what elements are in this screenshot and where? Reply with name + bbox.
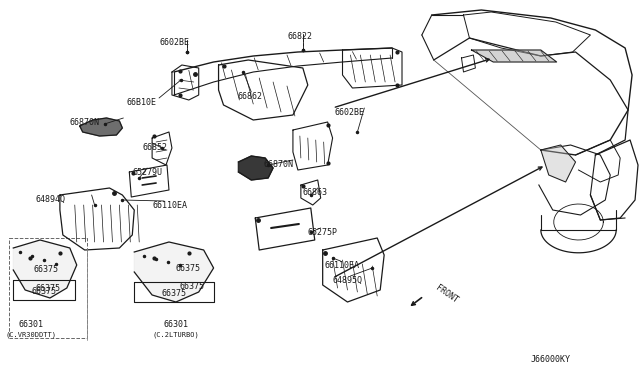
- Polygon shape: [541, 145, 575, 182]
- Text: 66375: 66375: [35, 284, 60, 293]
- Text: 64895Q: 64895Q: [333, 276, 363, 285]
- Text: 65275P: 65275P: [308, 228, 338, 237]
- Text: (C.VR30DDTT): (C.VR30DDTT): [6, 332, 56, 339]
- Text: FRONT: FRONT: [434, 283, 460, 305]
- Polygon shape: [13, 240, 77, 298]
- Text: 6602BE: 6602BE: [335, 108, 365, 117]
- Text: 64894Q: 64894Q: [35, 195, 65, 204]
- Text: 66110EA: 66110EA: [324, 261, 360, 270]
- Text: 66301: 66301: [163, 320, 188, 329]
- Polygon shape: [80, 118, 122, 136]
- Text: 66870N: 66870N: [70, 118, 100, 127]
- Text: (C.2LTURBO): (C.2LTURBO): [152, 332, 199, 339]
- Text: 66862: 66862: [237, 92, 262, 101]
- Text: 66375: 66375: [180, 282, 205, 291]
- Text: 66375: 66375: [176, 264, 201, 273]
- Text: 6602BE: 6602BE: [159, 38, 189, 47]
- Polygon shape: [238, 156, 273, 180]
- Polygon shape: [134, 242, 214, 302]
- Text: 66852: 66852: [142, 143, 167, 152]
- Text: 66375: 66375: [31, 286, 56, 295]
- Polygon shape: [472, 50, 557, 62]
- Text: 65279U: 65279U: [132, 168, 163, 177]
- Text: 66375: 66375: [161, 289, 186, 298]
- Text: 66870N: 66870N: [263, 160, 293, 169]
- Text: 66375: 66375: [33, 265, 58, 274]
- Text: 66822: 66822: [288, 32, 313, 41]
- Text: 66B10E: 66B10E: [126, 98, 156, 107]
- Text: 66301: 66301: [19, 320, 44, 329]
- Text: J66000KY: J66000KY: [531, 355, 571, 364]
- Text: 66863: 66863: [303, 188, 328, 197]
- Text: 66110EA: 66110EA: [152, 201, 187, 210]
